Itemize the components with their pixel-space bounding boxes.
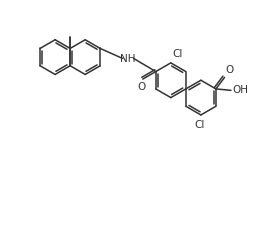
Text: O: O (226, 65, 234, 75)
Text: OH: OH (232, 85, 248, 95)
Text: Cl: Cl (194, 120, 204, 130)
Text: O: O (138, 82, 146, 92)
Text: NH: NH (120, 54, 136, 64)
Text: Cl: Cl (172, 49, 183, 59)
